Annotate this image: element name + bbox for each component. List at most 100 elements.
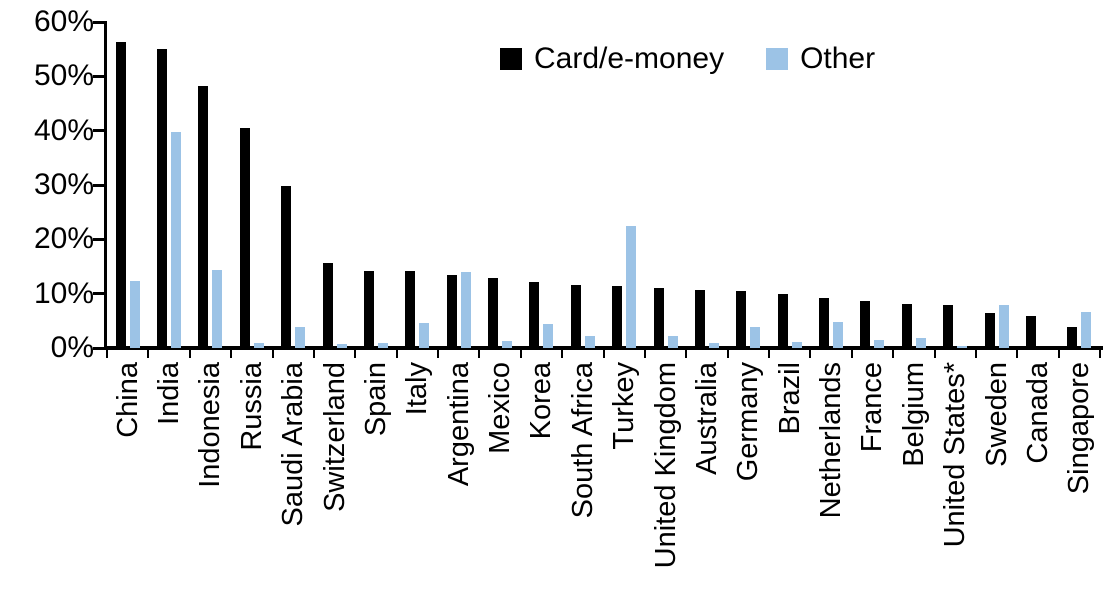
x-axis-label: Belgium: [897, 362, 930, 467]
bar-other-brazil: [791, 342, 802, 348]
bar-other-india: [171, 132, 182, 348]
bar-other-united-states: [957, 346, 968, 348]
x-axis-label: Italy: [401, 362, 434, 416]
x-axis-label-box: United Kingdom: [649, 362, 683, 592]
bar-other-switzerland: [336, 344, 347, 348]
x-axis-label-box: Russia: [235, 362, 269, 592]
x-axis-label: France: [856, 362, 889, 453]
bar-card-e-money-south-africa: [570, 285, 581, 348]
bar-other-korea: [543, 324, 554, 348]
x-axis-label-box: Belgium: [897, 362, 931, 592]
bar-other-mexico: [502, 341, 513, 348]
bar-card-e-money-russia: [239, 128, 250, 348]
x-axis-label-box: Argentina: [442, 362, 476, 592]
x-axis-tick: [602, 350, 605, 358]
bar-card-e-money-belgium: [901, 304, 912, 348]
x-axis-label: Sweden: [980, 362, 1013, 467]
bar-card-e-money-singapore: [1067, 327, 1078, 348]
x-axis-tick: [850, 350, 853, 358]
bar-card-e-money-switzerland: [322, 263, 333, 348]
bar-card-e-money-saudi-arabia: [281, 186, 292, 348]
y-axis-tick: [93, 183, 105, 187]
x-axis-line: [104, 346, 1103, 350]
bar-card-e-money-united-kingdom: [653, 288, 664, 348]
bar-other-russia: [253, 343, 264, 348]
bar-card-e-money-turkey: [612, 286, 623, 348]
legend-item-other: Other: [766, 42, 875, 76]
y-axis-label: 10%: [33, 276, 94, 310]
bar-card-e-money-italy: [405, 271, 416, 348]
x-axis-tick: [768, 350, 770, 358]
bar-card-e-money-germany: [736, 291, 747, 348]
x-axis-tick: [685, 350, 688, 358]
x-axis-label-box: Sweden: [980, 362, 1014, 592]
x-axis-label-box: Indonesia: [193, 362, 227, 592]
y-axis-tick: [93, 20, 105, 24]
y-axis-label: 20%: [33, 222, 94, 256]
bar-other-singapore: [1081, 312, 1092, 348]
x-axis-tick: [933, 350, 936, 358]
x-axis-label-box: Australia: [690, 362, 724, 592]
bar-other-argentina: [460, 272, 471, 348]
x-axis-tick: [1099, 350, 1101, 358]
x-axis-tick: [437, 350, 439, 358]
plot-area: [107, 22, 1100, 348]
x-axis-label-box: Turkey: [607, 362, 641, 592]
bar-card-e-money-netherlands: [819, 298, 830, 348]
x-axis-tick: [312, 350, 315, 358]
bar-card-e-money-france: [860, 301, 871, 348]
x-axis-label-box: Netherlands: [814, 362, 848, 592]
x-axis-label-box: Switzerland: [318, 362, 352, 592]
bar-other-united-kingdom: [667, 336, 678, 348]
x-axis-tick: [643, 350, 646, 358]
x-axis-label: South Africa: [566, 362, 599, 519]
x-axis-label-box: India: [152, 362, 186, 592]
x-axis-label: Korea: [525, 362, 558, 440]
legend-label-other: Other: [800, 42, 876, 75]
x-axis-label: Brazil: [773, 362, 806, 435]
x-axis-tick: [478, 350, 481, 358]
bar-other-china: [129, 281, 140, 348]
legend-swatch-card-e-money: [500, 48, 522, 70]
x-axis-label: United States*: [939, 362, 972, 548]
x-axis-label-box: China: [111, 362, 145, 592]
x-axis-label: Mexico: [484, 362, 517, 454]
x-axis-label: Russia: [235, 362, 268, 451]
x-axis-tick: [561, 350, 564, 358]
x-axis-label-box: Singapore: [1062, 362, 1096, 592]
x-axis-label-box: Germany: [731, 362, 765, 592]
y-axis-tick: [93, 237, 105, 241]
bar-other-saudi-arabia: [295, 327, 306, 348]
x-axis-tick: [271, 350, 274, 358]
x-axis-label: Germany: [732, 362, 765, 482]
y-axis-label: 40%: [33, 113, 94, 147]
bar-card-e-money-canada: [1025, 316, 1036, 348]
x-axis-tick: [395, 350, 398, 358]
y-axis-label: 50%: [33, 59, 94, 93]
bar-other-australia: [708, 343, 719, 348]
bar-other-netherlands: [833, 322, 844, 348]
x-axis-label-box: Saudi Arabia: [276, 362, 310, 592]
x-axis-tick: [1057, 350, 1060, 358]
y-axis-tick: [93, 346, 105, 350]
x-axis-tick: [188, 350, 191, 358]
bar-other-south-africa: [584, 336, 595, 348]
x-axis-label: Switzerland: [318, 362, 351, 512]
x-axis-label: Singapore: [1063, 362, 1096, 495]
y-axis-tick: [93, 129, 105, 133]
y-axis-label: 0%: [50, 331, 94, 364]
x-axis-label: Australia: [690, 362, 723, 475]
x-axis-tick: [726, 350, 729, 358]
bar-other-belgium: [915, 338, 926, 348]
legend-label-card-e-money: Card/e-money: [534, 42, 725, 75]
x-axis-tick: [809, 350, 812, 358]
y-axis-line: [104, 21, 107, 350]
x-axis-label-box: France: [855, 362, 889, 592]
legend-swatch-other: [766, 48, 789, 70]
bar-card-e-money-united-states: [943, 305, 954, 348]
bar-other-turkey: [626, 226, 637, 348]
legend-item-card-e-money: Card/e-money: [500, 42, 724, 76]
bar-card-e-money-india: [157, 49, 168, 348]
bar-other-italy: [419, 323, 430, 348]
